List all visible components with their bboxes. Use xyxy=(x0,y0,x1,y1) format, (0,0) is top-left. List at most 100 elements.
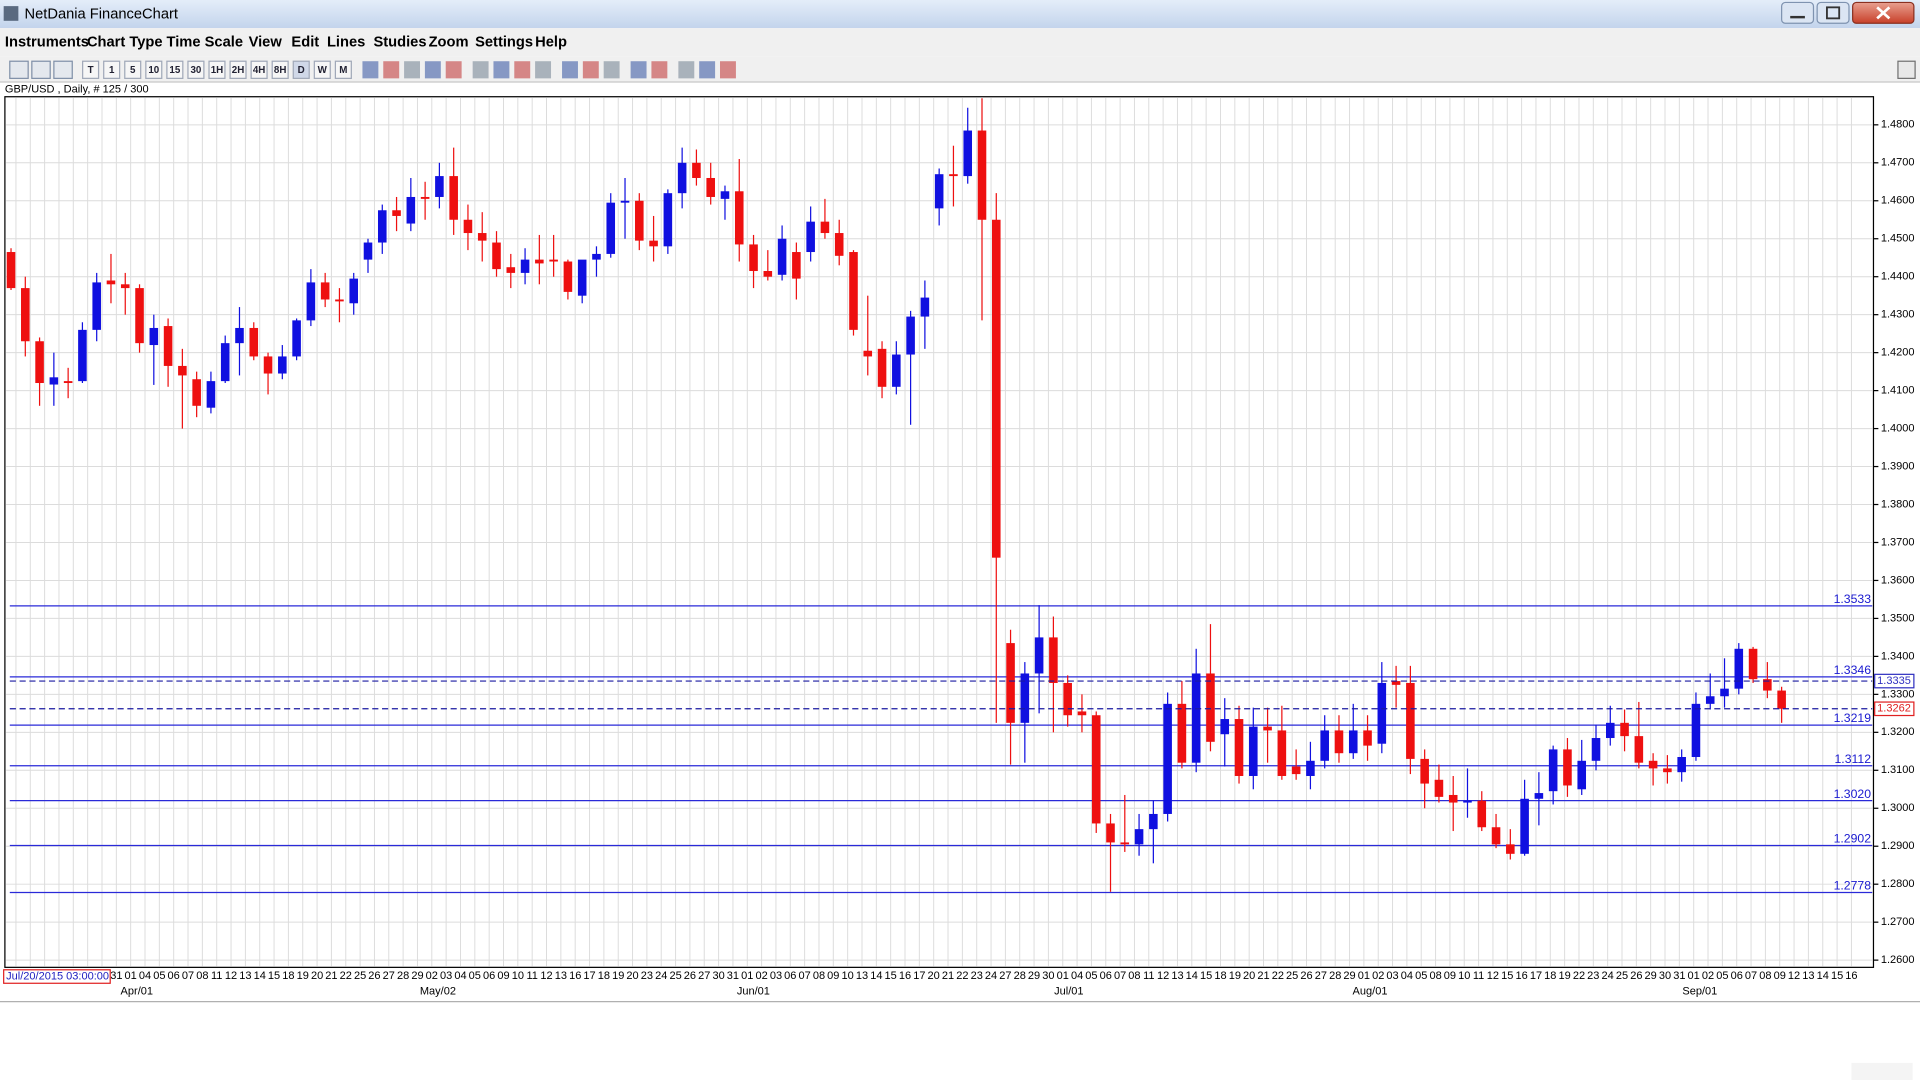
minimize-button[interactable] xyxy=(1781,1,1815,24)
y-tick-label: 1.4300 xyxy=(1881,309,1915,321)
x-tick-label: 22 xyxy=(956,970,968,982)
tool-button[interactable] xyxy=(404,61,420,79)
tool-button[interactable] xyxy=(720,61,736,79)
menu-item[interactable]: Time Scale xyxy=(167,35,243,51)
timeframe-label[interactable]: 1H xyxy=(211,65,224,76)
menu-item[interactable]: Settings xyxy=(475,35,533,51)
x-tick-label: 28 xyxy=(1329,970,1341,982)
timeframe-label[interactable]: 4H xyxy=(253,65,266,76)
menu-item[interactable]: Lines xyxy=(327,35,365,51)
tool-button[interactable] xyxy=(678,61,695,79)
x-tick-label: 22 xyxy=(1272,970,1284,982)
tool-button[interactable] xyxy=(651,61,668,79)
candle-body xyxy=(1220,719,1230,735)
y-tick-label: 1.2800 xyxy=(1881,878,1915,890)
timeframe-button[interactable] xyxy=(292,60,310,79)
x-tick-label: 27 xyxy=(1315,970,1327,982)
x-tick-label: 05 xyxy=(469,970,481,982)
timeframe-label[interactable]: 8H xyxy=(274,65,287,76)
timeframe-button[interactable] xyxy=(82,60,100,79)
x-tick-label: 24 xyxy=(1602,970,1614,982)
candle-body xyxy=(1049,637,1058,683)
candle-body xyxy=(1620,722,1629,737)
tool-button[interactable] xyxy=(514,61,531,79)
timeframe-button[interactable] xyxy=(145,60,163,79)
timeframe-button[interactable] xyxy=(271,60,289,79)
chart-info: GBP/USD , Daily, # 125 / 300 xyxy=(5,83,149,95)
tool-button[interactable] xyxy=(630,61,647,79)
timeframe-label[interactable]: D xyxy=(298,65,305,76)
x-tick-label: 28 xyxy=(397,970,409,982)
menu-item[interactable]: Studies xyxy=(373,35,426,51)
y-tick-label: 1.3500 xyxy=(1881,612,1915,624)
timeframe-button[interactable] xyxy=(334,60,352,79)
menu-item[interactable]: Instruments xyxy=(5,35,89,51)
candle-body xyxy=(1491,827,1501,845)
menu-item[interactable]: Help xyxy=(535,35,567,51)
tool-button[interactable] xyxy=(603,61,620,79)
candle-body xyxy=(977,130,987,220)
candle-body xyxy=(1734,648,1744,689)
tool-button[interactable] xyxy=(535,61,552,79)
tool-button[interactable] xyxy=(9,60,29,79)
x-tick-label: 26 xyxy=(1630,970,1642,982)
candle-body xyxy=(1463,800,1472,803)
timeframe-button[interactable] xyxy=(229,60,247,79)
x-tick-label: 16 xyxy=(1515,970,1527,982)
timeframe-label[interactable]: W xyxy=(318,65,328,76)
x-tick-label: 14 xyxy=(254,970,266,982)
tool-button[interactable] xyxy=(562,61,578,79)
timeframe-label[interactable]: 5 xyxy=(130,65,136,76)
price-marker-box xyxy=(1874,701,1915,717)
timeframe-label[interactable]: 2H xyxy=(232,65,245,76)
menu-item[interactable]: Zoom xyxy=(429,35,469,51)
x-tick-label: 20 xyxy=(311,970,323,982)
y-tick-label: 1.2700 xyxy=(1881,916,1915,928)
timeframe-button[interactable] xyxy=(208,60,226,79)
x-tick-label: 15 xyxy=(885,970,897,982)
timeframe-label[interactable]: T xyxy=(88,65,94,76)
timeframe-button[interactable] xyxy=(250,60,268,79)
x-tick-label: 08 xyxy=(196,970,208,982)
tool-button[interactable] xyxy=(699,61,716,79)
timeframe-button[interactable] xyxy=(103,60,121,79)
candle-body xyxy=(877,348,887,387)
month-label: Jul/01 xyxy=(1054,986,1083,998)
menu-item[interactable]: Chart Type xyxy=(87,35,163,51)
timeframe-button[interactable] xyxy=(313,60,331,79)
timeframe-button[interactable] xyxy=(187,60,205,79)
timeframe-label[interactable]: 1 xyxy=(109,65,115,76)
tool-button[interactable] xyxy=(472,61,489,79)
timeframe-button[interactable] xyxy=(124,60,142,79)
tool-button[interactable] xyxy=(31,60,51,79)
x-tick-label: 09 xyxy=(827,970,839,982)
level-label: 1.3346 xyxy=(1834,663,1872,677)
timeframe-label[interactable]: M xyxy=(339,65,347,76)
tool-button[interactable] xyxy=(582,61,599,79)
month-label: Aug/01 xyxy=(1353,986,1388,998)
candle-body xyxy=(849,252,858,330)
tool-button[interactable] xyxy=(53,60,73,79)
candle-body xyxy=(92,282,101,330)
tool-button[interactable] xyxy=(424,61,441,79)
timeframe-label[interactable]: 10 xyxy=(148,65,159,76)
restore-button[interactable] xyxy=(1816,1,1850,24)
tool-button[interactable] xyxy=(362,61,379,79)
tool-button[interactable] xyxy=(383,61,400,79)
candle-body xyxy=(1506,844,1515,854)
candle-body xyxy=(1149,813,1158,830)
x-tick-label: 09 xyxy=(497,970,509,982)
timeframe-label[interactable]: 30 xyxy=(190,65,201,76)
x-tick-label: 11 xyxy=(526,970,537,982)
y-tick-label: 1.3000 xyxy=(1881,802,1915,814)
timeframe-button[interactable] xyxy=(166,60,184,79)
timeframe-label[interactable]: 15 xyxy=(169,65,180,76)
tool-button[interactable] xyxy=(445,61,462,79)
tool-button[interactable] xyxy=(1897,60,1916,79)
tool-button[interactable] xyxy=(493,61,510,79)
x-tick-label: 04 xyxy=(1071,970,1083,982)
x-tick-label: 07 xyxy=(182,970,194,982)
menu-item[interactable]: View xyxy=(249,35,283,51)
x-tick-label: 27 xyxy=(698,970,710,982)
menu-item[interactable]: Edit xyxy=(291,35,319,51)
